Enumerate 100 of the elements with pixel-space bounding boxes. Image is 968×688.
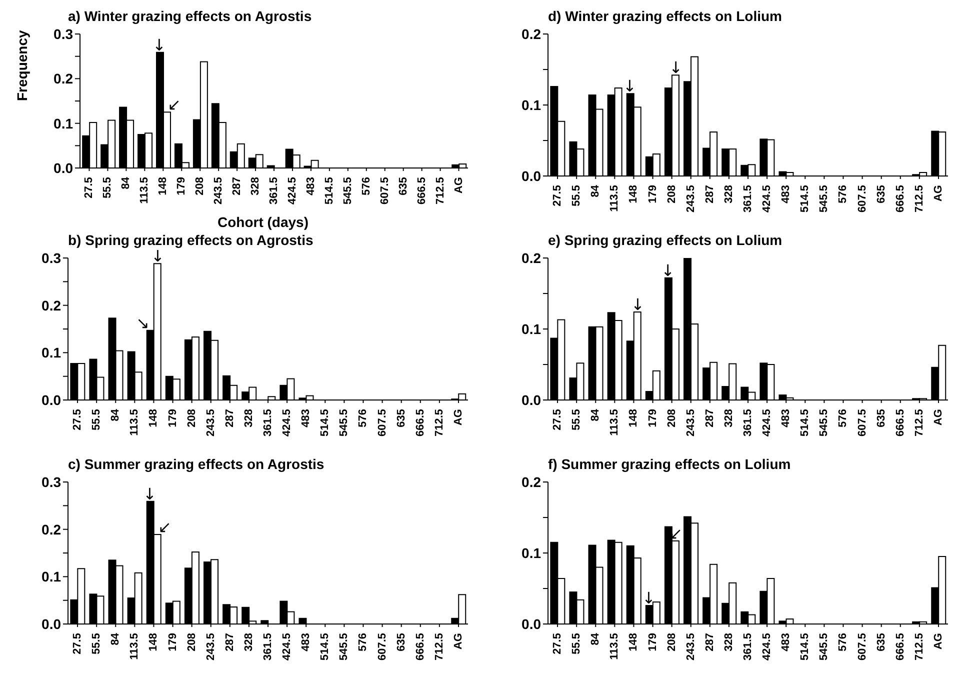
x-tick-label: 576: [837, 633, 850, 652]
x-tick-label: 483: [300, 409, 312, 428]
y-tick-label: 0.0: [54, 160, 74, 176]
chart-title: f) Summer grazing effects on Lolium: [547, 456, 792, 474]
x-tick-label: 361.5: [742, 409, 754, 437]
x-tick-label: 287: [224, 633, 236, 652]
x-tick-label: 666.5: [414, 409, 426, 437]
x-tick-label: 179: [646, 633, 659, 652]
x-tick-label: 243.5: [204, 409, 217, 437]
x-tick-label: 148: [148, 409, 160, 428]
x-tick-label: 424.5: [281, 409, 294, 437]
x-tick-label: 712.5: [913, 633, 926, 661]
x-tick-label: 483: [780, 633, 792, 652]
x-tick-label: 208: [666, 633, 678, 652]
x-tick-label: AG: [932, 633, 944, 650]
x-tick-label: 635: [395, 409, 408, 428]
x-tick-label: 243.5: [204, 633, 217, 661]
x-tick-label: 55.5: [570, 633, 583, 654]
y-tick-label: 0.2: [54, 70, 74, 87]
y-tick-label: 0.0: [42, 616, 62, 632]
x-tick-label: 27.5: [552, 185, 564, 206]
x-tick-label: 483: [304, 177, 317, 196]
x-tick-label: 55.5: [90, 633, 103, 654]
x-tick-label: 84: [590, 184, 602, 198]
x-tick-label: 545.5: [818, 409, 830, 437]
x-tick-label: 55.5: [570, 409, 583, 430]
x-tick-label: 208: [186, 633, 198, 652]
x-tick-label: 328: [250, 177, 262, 196]
y-tick-label: 0.1: [522, 544, 542, 561]
x-tick-label: 712.5: [433, 409, 446, 437]
x-tick-label: 666.5: [894, 185, 906, 213]
x-tick-label: 712.5: [433, 633, 446, 661]
x-tick-label: 328: [722, 633, 735, 652]
x-tick-label: 287: [704, 409, 716, 428]
x-tick-label: 576: [837, 409, 850, 428]
x-tick-label: 635: [875, 409, 888, 428]
y-tick-label: 0.2: [42, 297, 62, 314]
x-tick-label: 208: [186, 409, 198, 428]
x-tick-label: 424.5: [761, 409, 774, 437]
x-tick-label: 545.5: [342, 177, 354, 205]
x-tick-label: 84: [120, 176, 132, 190]
x-tick-label: 179: [166, 633, 179, 652]
x-tick-label: 545.5: [338, 633, 350, 661]
x-tick-label: 287: [704, 185, 716, 204]
x-tick-label: 635: [395, 633, 408, 652]
x-tick-label: 424.5: [281, 633, 294, 661]
x-tick-label: 483: [780, 185, 792, 204]
x-tick-label: 113.5: [138, 177, 151, 204]
y-tick-label: 0.0: [522, 168, 542, 184]
x-tick-label: 712.5: [434, 177, 446, 205]
annotation: ↓: [631, 294, 644, 314]
y-tick-label: 0.2: [522, 26, 542, 42]
chart-title: a) Winter grazing effects on Agrostis: [67, 8, 313, 26]
y-tick-label: 0.1: [42, 344, 62, 361]
x-tick-label: 84: [590, 632, 602, 646]
x-tick-label: 712.5: [913, 185, 926, 213]
y-tick-label: 0.2: [522, 250, 542, 266]
y-tick-label: 0.0: [42, 392, 62, 408]
y-tick-label: 0.0: [522, 616, 542, 632]
x-tick-label: 113.5: [128, 409, 141, 436]
x-tick-label: 607.5: [376, 633, 388, 661]
x-tick-label: 27.5: [552, 409, 564, 430]
x-tick-label: 328: [242, 409, 255, 428]
y-axis-title: Frequency: [14, 30, 30, 101]
x-tick-label: AG: [932, 409, 944, 426]
annotation: ↓: [152, 35, 166, 54]
x-tick-label: 328: [242, 633, 255, 652]
x-tick-label: 607.5: [856, 409, 868, 437]
x-tick-label: 635: [875, 185, 888, 204]
x-tick-label: 424.5: [761, 633, 774, 661]
y-tick-label: 0.1: [42, 568, 62, 585]
x-tick-label: 712.5: [913, 409, 926, 437]
x-tick-label: 666.5: [894, 633, 906, 661]
annotation: ↓: [661, 260, 675, 280]
y-tick-label: 0.1: [522, 96, 542, 113]
y-tick-label: 0.2: [522, 474, 542, 490]
x-tick-label: 55.5: [102, 177, 114, 198]
x-tick-label: 287: [231, 177, 244, 196]
x-axis-title: Cohort (days): [216, 214, 310, 232]
x-tick-label: 635: [875, 633, 888, 652]
x-tick-label: 208: [666, 185, 678, 204]
x-tick-label: 287: [224, 409, 236, 428]
x-tick-label: AG: [452, 633, 464, 650]
x-tick-label: 361.5: [262, 409, 274, 437]
annotation: ↙: [158, 518, 172, 537]
y-tick-label: 0.3: [54, 26, 74, 42]
x-tick-label: 666.5: [414, 633, 426, 661]
x-tick-label: 514.5: [323, 177, 336, 205]
y-tick-label: 0.3: [42, 474, 62, 490]
x-tick-label: AG: [932, 185, 944, 202]
annotation: ↓: [669, 58, 683, 78]
x-tick-label: 287: [704, 633, 716, 652]
x-tick-label: 148: [628, 185, 640, 204]
x-tick-label: 576: [357, 409, 370, 428]
x-tick-label: 113.5: [608, 409, 621, 436]
x-tick-label: 113.5: [128, 633, 141, 660]
annotation: ↘: [136, 313, 150, 332]
x-tick-label: 576: [837, 185, 850, 204]
x-tick-label: 328: [722, 185, 735, 204]
x-tick-label: 113.5: [608, 185, 621, 212]
